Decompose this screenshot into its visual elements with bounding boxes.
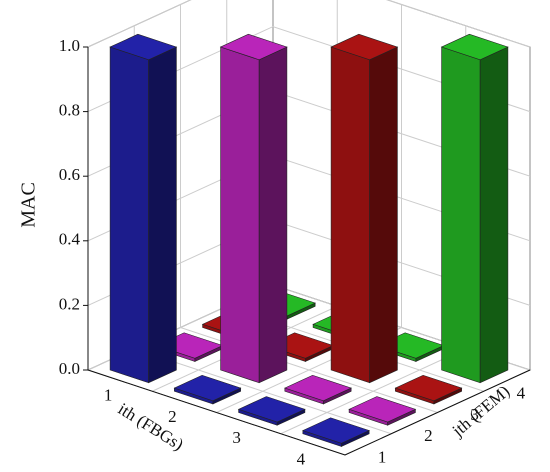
floor-axis <box>87 369 531 456</box>
z-tick-label: 1.0 <box>59 36 80 55</box>
x-tick-label: 2 <box>168 407 177 426</box>
grid-line <box>87 0 531 48</box>
bar-top <box>348 396 417 423</box>
bar-side <box>258 46 288 384</box>
x-tick-label: 1 <box>104 386 113 405</box>
x-tick-label: 3 <box>232 428 241 447</box>
z-tick-label: 0.4 <box>59 230 81 249</box>
x-tick-label: 4 <box>297 449 306 468</box>
bar-top <box>109 33 178 61</box>
bar-top <box>394 374 463 402</box>
z-tick-label: 0.2 <box>59 294 80 313</box>
z-tick-label: 0.0 <box>59 359 80 378</box>
bar-top <box>284 374 352 402</box>
bar-side <box>330 46 370 384</box>
z-tick-label: 0.6 <box>59 165 80 184</box>
bar-side <box>109 46 149 384</box>
bar-side <box>220 46 260 384</box>
bar-top <box>440 33 509 61</box>
bar-side <box>148 46 177 384</box>
bar-top <box>219 33 288 61</box>
bar-top <box>173 374 242 402</box>
z-tick-label: 0.8 <box>59 101 80 120</box>
y-tick-label: 1 <box>378 447 387 466</box>
bar-top <box>330 33 399 61</box>
bar-side <box>369 46 398 384</box>
bar-side <box>479 46 509 384</box>
y-tick-label: 4 <box>517 384 526 403</box>
floor-line <box>280 348 466 435</box>
z-axis-title: MAC <box>18 182 40 228</box>
bar-side <box>441 46 481 384</box>
y-tick-label: 3 <box>470 405 479 424</box>
y-tick-label: 2 <box>424 426 433 445</box>
bar-top <box>302 417 370 444</box>
bar-top <box>237 396 306 423</box>
